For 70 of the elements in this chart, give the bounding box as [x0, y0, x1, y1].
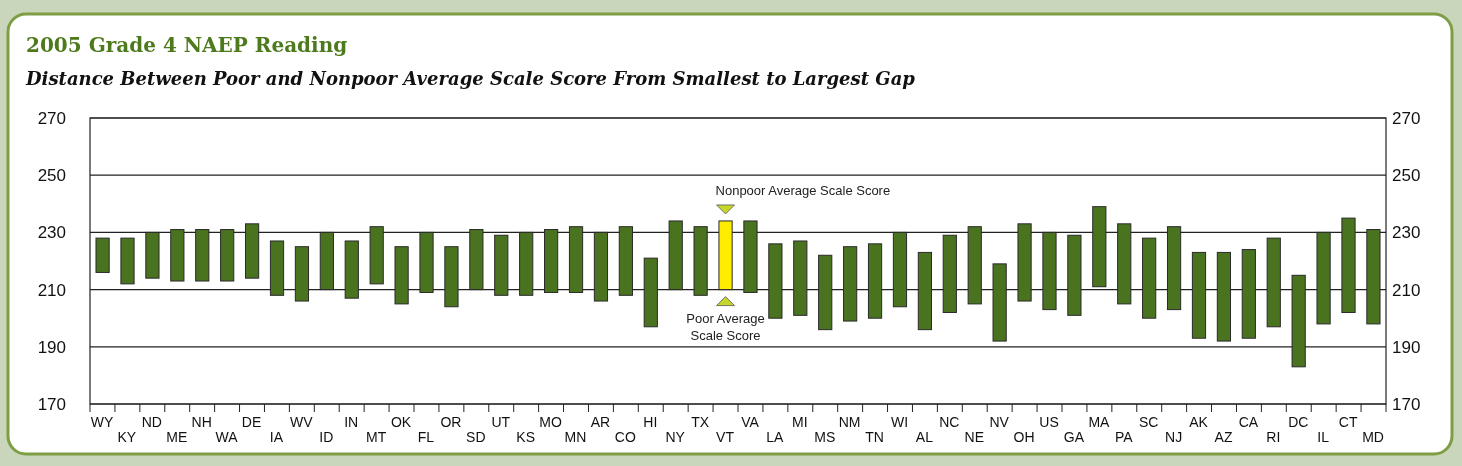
x-tick-label: NC [939, 414, 960, 430]
x-tick-label: SC [1139, 414, 1159, 430]
x-tick-label: VA [741, 414, 760, 430]
x-tick-label: OK [390, 414, 412, 430]
x-tick-label: ME [166, 429, 188, 445]
x-tick-label: OR [440, 414, 462, 430]
x-tick-label: NY [665, 429, 686, 445]
x-tick-label: CO [614, 429, 636, 445]
x-tick-label: UT [491, 414, 511, 430]
x-tick-label: IL [1317, 429, 1330, 445]
x-tick-label: ND [141, 414, 162, 430]
x-tick-label: AL [915, 429, 934, 445]
x-tick-label: LA [766, 429, 785, 445]
y-tick-label: 170 [37, 394, 66, 414]
x-tick-label: MO [539, 414, 562, 430]
x-tick-label: WY [90, 414, 114, 430]
y2-tick-label: 270 [1392, 108, 1421, 128]
x-tick-label: WV [290, 414, 314, 430]
x-tick-label: VT [716, 429, 735, 445]
y-tick-label: 270 [37, 108, 66, 128]
x-tick-label: MD [1362, 429, 1384, 445]
x-tick-label: AZ [1214, 429, 1233, 445]
y2-tick-label: 250 [1392, 166, 1421, 186]
y-tick-label: 190 [37, 337, 66, 357]
annotation: Nonpoor Average Scale Score [715, 182, 891, 198]
y2-tick-label: 210 [1392, 280, 1421, 300]
x-tick-label: HI [643, 414, 658, 430]
x-tick-label: RI [1266, 429, 1281, 445]
x-tick-label: NM [838, 414, 861, 430]
x-tick-label: WI [890, 414, 909, 430]
bar [95, 237, 110, 273]
x-tick-label: AR [590, 414, 611, 430]
x-tick-label: US [1039, 414, 1059, 430]
x-tick-label: OH [1013, 429, 1035, 445]
x-tick-label: MS [814, 429, 836, 445]
x-tick-label: FL [417, 429, 435, 445]
x-tick-label: KS [516, 429, 535, 445]
x-tick-label: DE [241, 414, 262, 430]
x-tick-label: MT [366, 429, 387, 445]
x-tick-label: TX [691, 414, 710, 430]
x-tick-label: PA [1114, 429, 1134, 445]
x-tick-label: DC [1288, 414, 1309, 430]
x-tick-label: MA [1088, 414, 1111, 430]
y-tick-label: 230 [37, 223, 66, 243]
x-tick-label: GA [1063, 429, 1085, 445]
x-tick-label: MN [564, 429, 587, 445]
chart-title: 2005 Grade 4 NAEP Reading [26, 33, 348, 57]
x-tick-label: NH [191, 414, 212, 430]
bar [120, 237, 135, 285]
chart-subtitle: Distance Between Poor and Nonpoor Average Scale Score From Smallest to Largest Gap [25, 68, 916, 89]
x-tick-label: IN [344, 414, 359, 430]
x-tick-label: ID [319, 429, 334, 445]
x-tick-label: WA [215, 429, 239, 445]
x-tick-label: SD [466, 429, 486, 445]
y-tick-label: 250 [37, 166, 66, 186]
y2-tick-label: 170 [1392, 394, 1421, 414]
y2-tick-label: 190 [1392, 337, 1421, 357]
x-tick-label: KY [117, 429, 137, 445]
x-tick-label: CA [1238, 414, 1259, 430]
x-tick-label: MI [792, 414, 808, 430]
x-tick-label: IA [269, 429, 284, 445]
x-tick-label: NJ [1165, 429, 1183, 445]
y2-tick-label: 230 [1392, 223, 1421, 243]
y-tick-label: 210 [37, 280, 66, 300]
annotation: Poor Average Scale Score [686, 310, 765, 343]
x-tick-label: NE [964, 429, 984, 445]
x-tick-label: CT [1338, 414, 1358, 430]
x-tick-label: AK [1189, 414, 1209, 430]
x-tick-label: NV [989, 414, 1010, 430]
x-tick-label: TN [865, 429, 884, 445]
